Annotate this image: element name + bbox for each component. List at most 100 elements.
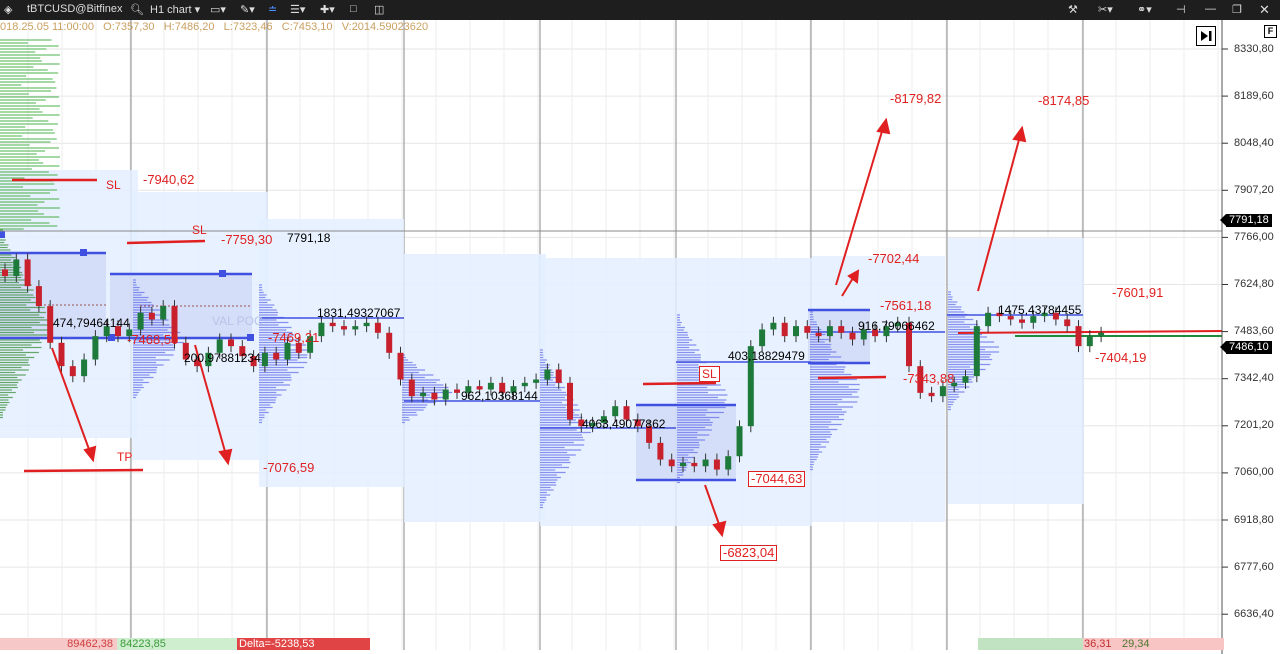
window-icon[interactable]: □ (350, 3, 357, 15)
candle-body (680, 462, 686, 467)
indicator-icon[interactable]: ≐ (268, 4, 278, 16)
scroll-to-end-button[interactable] (1196, 26, 1216, 46)
level-lines (0, 178, 1223, 482)
chart-type-dropdown[interactable]: H1 chart ▾ (150, 4, 201, 16)
candle-body (216, 339, 223, 353)
candle-body (115, 326, 121, 337)
bar-volume: V:2014.59023620 (341, 21, 429, 33)
candle-body (1098, 332, 1105, 337)
target-label: -7702,44 (868, 251, 920, 266)
scissors-icon[interactable]: ✂▾ (1098, 4, 1113, 16)
candle-body (58, 342, 65, 367)
candle-body (352, 326, 359, 330)
candle-body (623, 406, 630, 420)
chart-type-label: H1 chart (150, 4, 192, 16)
target-label: -7561,18 (880, 298, 932, 313)
candle-body (567, 382, 573, 420)
candle-body (770, 322, 777, 330)
price-tick-label: 8189,60 (1234, 89, 1274, 102)
candle-body (363, 322, 370, 327)
target-label: -7044,63 (748, 471, 806, 487)
target-label: -7940,62 (143, 172, 195, 187)
candle-body (137, 312, 144, 330)
candle-body (1052, 312, 1059, 320)
price-tick-label: 7342,40 (1234, 372, 1274, 385)
candle-body (793, 326, 799, 337)
f-button[interactable]: F (1264, 25, 1277, 38)
candle-body (533, 379, 540, 383)
crosshair-icon[interactable]: ✚▾ (320, 4, 335, 16)
volume-label: 200,97881234 (184, 351, 261, 365)
target-label: -7469,21 (268, 330, 320, 345)
monitor-icon[interactable]: ▭▾ (210, 4, 226, 16)
candle-body (273, 352, 280, 360)
target-label: -7468,50 (127, 332, 179, 347)
candle-body (634, 419, 641, 427)
candle-body (838, 326, 845, 333)
candle-body (307, 336, 314, 353)
candle-body (1064, 319, 1071, 327)
candle-body (668, 459, 675, 467)
candle-body (804, 326, 811, 333)
candle-body (431, 392, 438, 400)
price-tick-label: 7483,60 (1234, 325, 1274, 338)
volume-label: 916,79066462 (858, 319, 935, 333)
right-value-b: 29,34 (1122, 638, 1150, 650)
candle-body (906, 322, 912, 367)
candle-body (849, 332, 856, 340)
target-label: -7601,91 (1112, 285, 1164, 300)
bar-date: 018.25.05 11:00:00 (0, 21, 94, 33)
candle-body (1041, 312, 1048, 317)
candle-body (725, 456, 732, 470)
tools-icon[interactable]: ⚒ (1068, 4, 1078, 16)
candle-body (126, 329, 133, 337)
trade-arrows (51, 117, 1027, 538)
volume-label: 403,18829479 (728, 349, 805, 363)
candle-body (736, 426, 743, 457)
volume-label: 1475,43784455 (998, 303, 1082, 317)
candle-body (420, 392, 427, 397)
candle-body (476, 386, 483, 390)
minimize-icon[interactable]: — (1205, 3, 1216, 15)
link-icon[interactable]: ⚭▾ (1137, 4, 1152, 16)
close-icon[interactable]: ✕ (1259, 2, 1270, 17)
pin-icon[interactable]: ⊣ (1176, 4, 1186, 16)
volume-label: 474,79464144 (53, 316, 130, 330)
layout-icon[interactable]: ◫ (374, 4, 385, 16)
candle-body (894, 322, 901, 327)
symbol-label[interactable]: tBTCUSD@Bitfinex (27, 3, 123, 15)
candle-body (194, 359, 201, 367)
candle-body (973, 326, 980, 377)
bar-open: O:7357,30 (103, 21, 155, 33)
candle-body (2, 269, 8, 277)
price-tick-label: 8048,40 (1234, 136, 1274, 149)
tp-label: TP (117, 450, 133, 464)
candle-body (962, 376, 969, 383)
candle-body (284, 342, 291, 360)
candle-body (872, 329, 879, 337)
price-tick-label: 6777,60 (1234, 560, 1274, 573)
candle-body (465, 386, 472, 393)
candle-body (487, 382, 494, 390)
candle-body (1075, 326, 1082, 347)
candle-body (996, 312, 1003, 317)
candle-body (578, 419, 585, 427)
candle-body (69, 366, 76, 377)
price-tick-label: 7766,00 (1234, 230, 1274, 243)
sl-label: SL (192, 223, 207, 237)
volume-profiles (0, 39, 1000, 509)
target-label: -7076,59 (263, 460, 315, 475)
candle-body (103, 326, 110, 337)
delta-value: Delta=-5238,53 (237, 638, 370, 650)
candle-body (713, 459, 720, 470)
sell-volume: 89462,38 (0, 638, 117, 650)
candle-body (1086, 336, 1093, 347)
search-icon[interactable]: 🔍︎ (130, 4, 144, 16)
maximize-icon[interactable]: ❐ (1232, 4, 1242, 16)
candle-body (329, 322, 336, 327)
app-logo-icon: ◈ (4, 4, 13, 16)
pencil-icon[interactable]: ✎▾ (240, 4, 255, 16)
candle-body (1007, 316, 1014, 320)
align-icon[interactable]: ☰▾ (290, 4, 306, 16)
